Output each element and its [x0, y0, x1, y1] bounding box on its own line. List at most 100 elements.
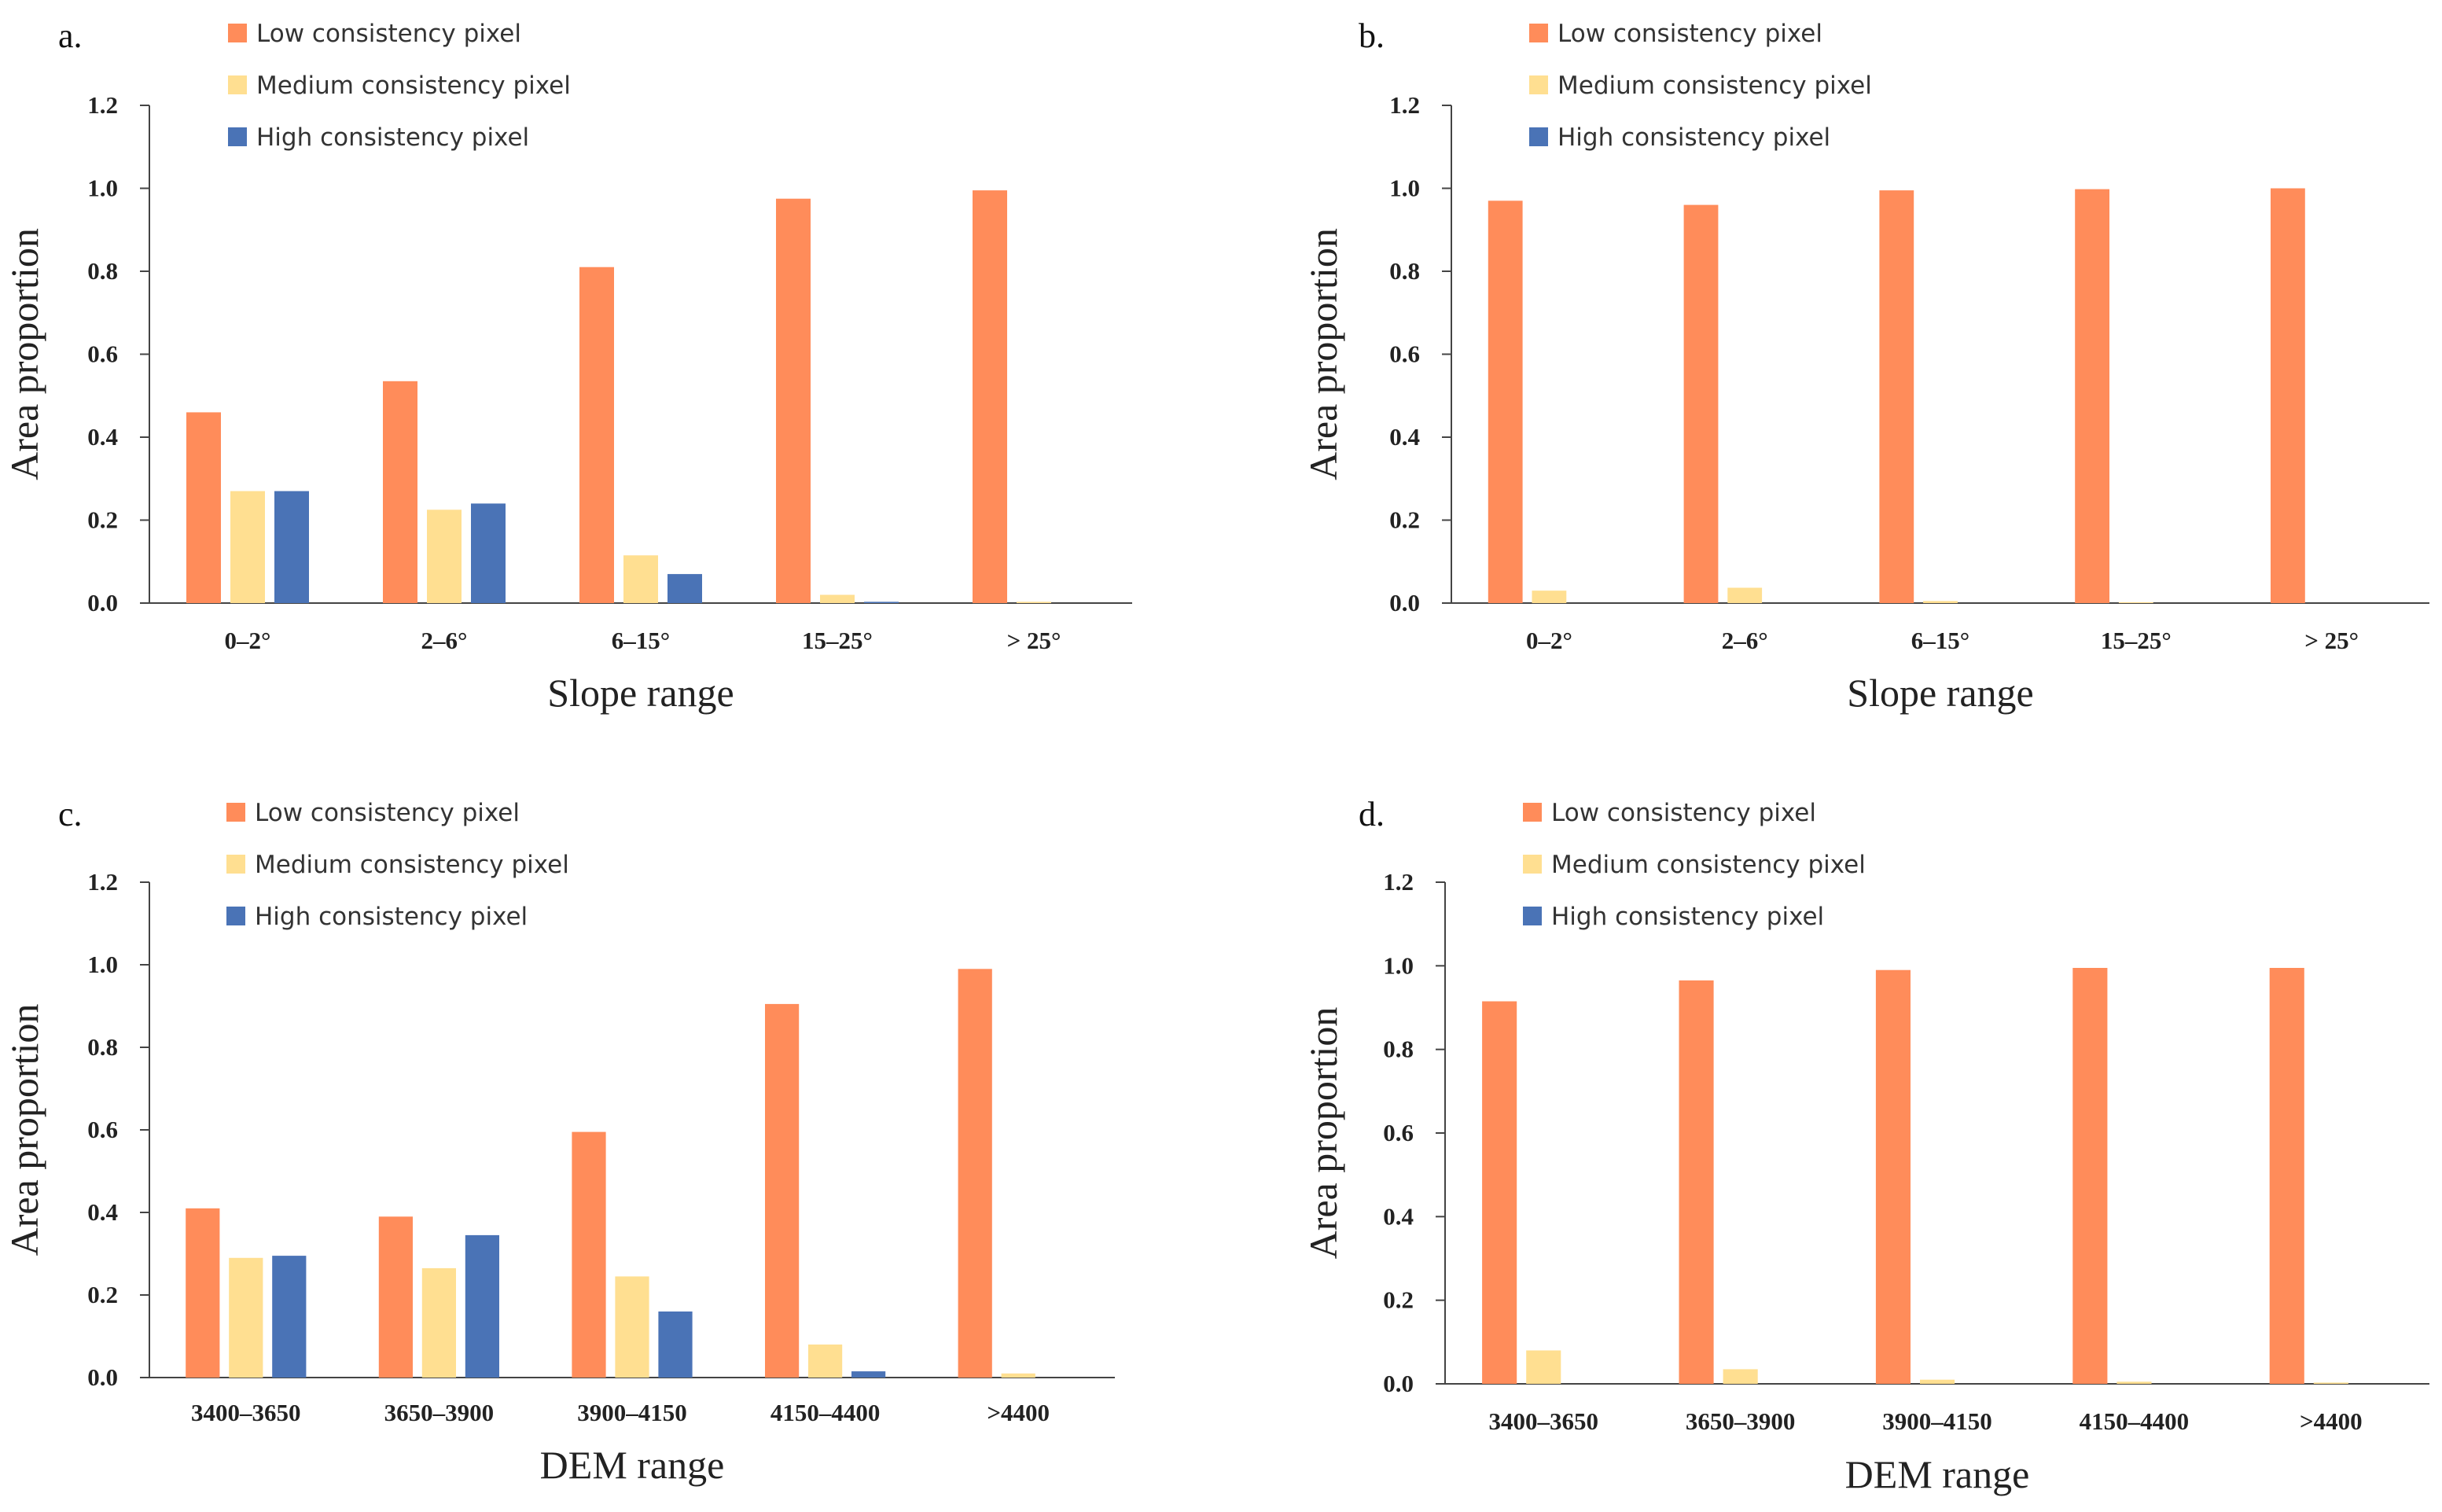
y-tick-label: 0.6 [1383, 1119, 1414, 1146]
legend-swatch-medium [228, 75, 247, 94]
x-tick-label: 3650–3900 [384, 1399, 495, 1426]
bar-low-4 [958, 969, 992, 1378]
x-tick-label: >4400 [987, 1399, 1050, 1426]
y-tick-label: 0.4 [87, 1198, 118, 1226]
bar-low-1 [378, 1216, 413, 1378]
bar-medium-2 [623, 555, 658, 603]
y-tick-label: 0.6 [87, 1116, 118, 1143]
y-tick-label: 0.0 [87, 1363, 118, 1391]
bar-medium-4 [1017, 601, 1051, 603]
panel-label: b. [1359, 17, 1385, 55]
legend: Low consistency pixel Medium consistency … [226, 799, 569, 931]
bar-medium-1 [1723, 1369, 1758, 1384]
x-tick-label: >4400 [2300, 1407, 2363, 1435]
legend-swatch-low [226, 803, 245, 822]
bar-low-0 [1488, 200, 1523, 604]
bar-high-0 [272, 1256, 307, 1378]
y-tick-label: 0.0 [1383, 1370, 1414, 1397]
y-tick-label: 0.8 [87, 257, 118, 285]
bar-low-3 [2072, 968, 2108, 1384]
legend-swatch-medium [226, 855, 245, 874]
panel-label: d. [1359, 795, 1385, 833]
bar-medium-2 [1920, 1379, 1955, 1384]
y-tick-label: 0.6 [87, 340, 118, 368]
legend-swatch-high [1529, 127, 1548, 146]
bar-low-0 [186, 1208, 220, 1378]
bar-medium-2 [615, 1276, 649, 1378]
legend-label-high: High consistency pixel [256, 123, 529, 152]
x-tick-label: 0–2° [1526, 627, 1572, 654]
chart-panel-d: d. 0.0 0.2 0.4 0.6 0.8 1.0 1.2 3400–3650 3650–390… [1301, 795, 2429, 1496]
bar-medium-0 [229, 1257, 263, 1378]
y-tick-label: 1.0 [87, 175, 118, 202]
y-tick-label: 0.8 [1383, 1036, 1414, 1063]
legend-label-high: High consistency pixel [255, 903, 528, 931]
y-tick-label: 0.0 [87, 589, 118, 616]
x-tick-label: 0–2° [225, 627, 271, 654]
bar-medium-0 [1532, 590, 1567, 603]
legend-label-medium: Medium consistency pixel [256, 72, 571, 100]
bar-medium-4 [2313, 1382, 2348, 1384]
x-tick-label: 3400–3650 [191, 1399, 301, 1426]
bar-high-2 [668, 574, 702, 603]
x-tick-label: 3400–3650 [1488, 1407, 1598, 1435]
bar-medium-3 [808, 1345, 843, 1378]
legend-swatch-low [1529, 24, 1548, 42]
bar-low-2 [572, 1131, 606, 1378]
legend-label-low: Low consistency pixel [256, 20, 521, 48]
y-tick-label: 0.4 [87, 423, 118, 451]
legend-label-low: Low consistency pixel [255, 799, 520, 827]
y-tick-label: 0.0 [1389, 589, 1420, 616]
bar-medium-1 [421, 1267, 456, 1378]
legend-label-medium: Medium consistency pixel [255, 851, 569, 879]
legend-label-medium: Medium consistency pixel [1551, 851, 1866, 879]
x-axis-title: Slope range [547, 671, 734, 715]
panel-label: a. [58, 17, 83, 55]
y-tick-label: 1.2 [1389, 91, 1420, 119]
bar-medium-3 [2118, 601, 2153, 603]
chart-panel-a: a. 0.0 0.2 0.4 0.6 0.8 1.0 1.2 0–2° 2–6° 6–15° 15–2… [2, 17, 1132, 715]
y-tick-label: 0.8 [87, 1033, 118, 1061]
y-tick-label: 0.2 [1383, 1286, 1414, 1314]
bar-medium-1 [427, 510, 462, 603]
x-axis-title: DEM range [1845, 1452, 2030, 1496]
bar-low-3 [765, 1003, 800, 1378]
bar-low-2 [579, 267, 614, 603]
legend-swatch-high [226, 907, 245, 925]
bar-high-1 [471, 503, 506, 603]
bar-low-3 [2075, 189, 2109, 604]
y-tick-label: 1.0 [87, 951, 118, 978]
x-tick-label: 3650–3900 [1686, 1407, 1796, 1435]
legend-swatch-high [228, 127, 247, 146]
legend-swatch-medium [1523, 855, 1542, 874]
x-axis-title: DEM range [540, 1443, 725, 1487]
bar-high-3 [864, 601, 899, 603]
y-tick-label: 1.2 [87, 868, 118, 896]
bar-low-1 [1679, 980, 1714, 1384]
legend-swatch-high [1523, 907, 1542, 925]
x-tick-label: 3900–4150 [1882, 1407, 1992, 1435]
bar-medium-0 [1526, 1350, 1561, 1384]
legend-label-low: Low consistency pixel [1551, 799, 1816, 827]
bar-low-3 [776, 198, 811, 603]
x-tick-label: 6–15° [1911, 627, 1969, 654]
legend-label-medium: Medium consistency pixel [1558, 72, 1872, 100]
bar-medium-1 [1727, 587, 1763, 603]
x-tick-label: 2–6° [421, 627, 468, 654]
bar-low-0 [186, 412, 221, 603]
bar-medium-2 [1923, 601, 1958, 603]
y-tick-label: 0.4 [1383, 1202, 1414, 1230]
legend: Low consistency pixel Medium consistency … [1529, 20, 1872, 152]
bar-high-3 [851, 1371, 886, 1378]
x-tick-label: 2–6° [1722, 627, 1768, 654]
y-axis-title: Area proportion [1301, 1007, 1345, 1260]
bar-low-4 [2271, 188, 2305, 603]
bar-low-1 [1683, 204, 1719, 603]
y-tick-label: 0.8 [1389, 257, 1420, 285]
y-axis-title: Area proportion [2, 1004, 46, 1256]
x-tick-label: 15–25° [802, 627, 873, 654]
chart-panel-c: c. 0.0 0.2 0.4 0.6 0.8 1.0 1.2 3400–3650 3650–390… [2, 795, 1115, 1487]
bar-high-2 [658, 1312, 693, 1378]
y-tick-label: 0.2 [87, 506, 118, 534]
